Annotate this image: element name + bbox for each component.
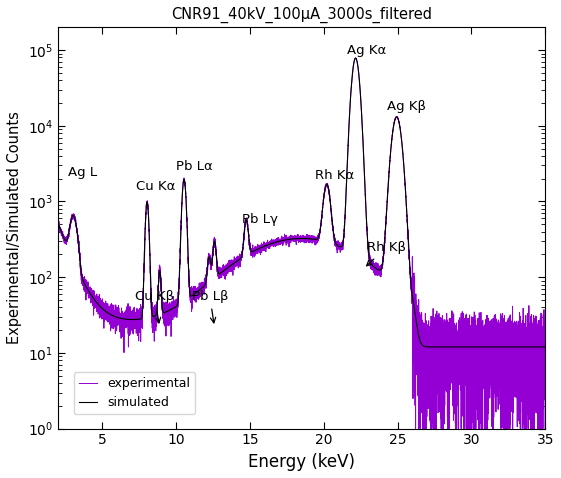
experimental [82,282,89,288]
Text: Pb Lα: Pb Lα [176,160,213,173]
simulated [352,55,359,61]
Line: simulated: simulated [58,58,545,347]
Y-axis label: Experimental/Simulated Counts: Experimental/Simulated Counts [7,111,22,344]
simulated [82,283,89,289]
simulated [534,344,541,350]
experimental [439,339,446,345]
simulated [439,344,446,350]
Text: Rh Kβ: Rh Kβ [366,241,406,266]
experimental [360,142,366,148]
experimental [542,343,549,348]
simulated [54,220,61,226]
Text: Pb Lβ: Pb Lβ [192,291,228,323]
Text: Cu Kβ: Cu Kβ [135,291,174,323]
Text: Rh Kα: Rh Kα [315,169,354,182]
Text: Pb Lγ: Pb Lγ [242,213,278,226]
simulated [185,252,191,258]
experimental [352,55,359,61]
simulated [479,344,486,350]
simulated [360,142,366,148]
simulated [353,55,360,61]
experimental [412,426,419,432]
Legend: experimental, simulated: experimental, simulated [73,372,195,414]
experimental [54,220,61,226]
simulated [542,344,549,350]
Line: experimental: experimental [58,58,545,429]
Text: Cu Kα: Cu Kα [136,180,176,194]
experimental [185,257,191,262]
Text: Ag Kβ: Ag Kβ [387,100,426,113]
Text: Ag Kα: Ag Kα [347,43,387,56]
experimental [353,56,360,62]
Text: Ag L: Ag L [68,165,97,179]
Title: CNR91_40kV_100μA_3000s_filtered: CNR91_40kV_100μA_3000s_filtered [171,7,432,23]
X-axis label: Energy (keV): Energy (keV) [248,453,355,471]
experimental [534,353,541,358]
